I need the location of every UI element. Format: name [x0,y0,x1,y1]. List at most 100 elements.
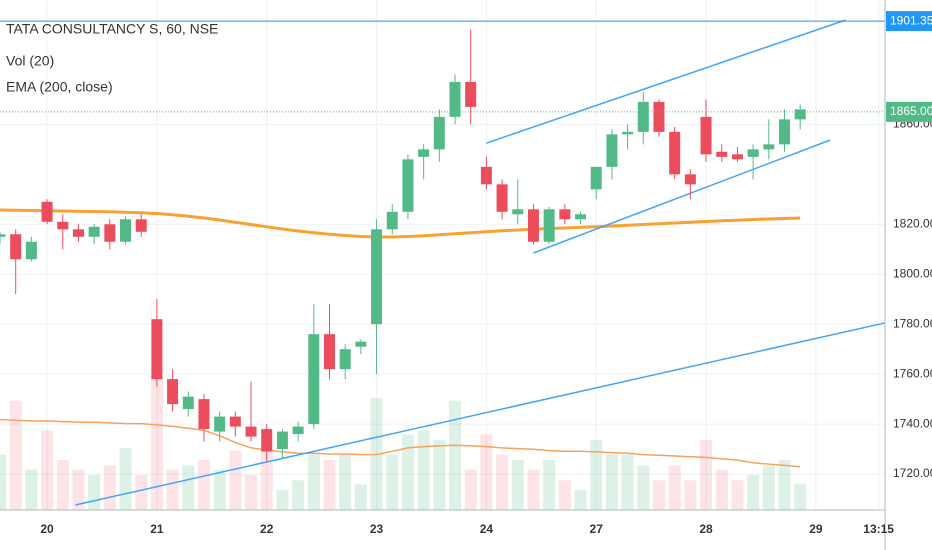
candle-body [527,209,539,242]
volume-bar [590,439,603,510]
candle-body [480,166,492,185]
volume-bar [386,454,399,510]
x-tick-label: 20 [40,522,54,536]
candle-body [120,219,132,242]
candle-body [371,229,383,325]
candle-body [292,426,304,435]
candle-body [433,116,445,150]
volume-bar [747,474,760,510]
volume-bar [778,460,791,510]
volume-bar [260,450,273,510]
volume-bar [9,400,22,510]
x-tick-label: 23 [370,522,384,536]
volume-bar [621,454,634,510]
volume-bar [558,480,571,510]
price-label: 1865.00 [890,104,932,118]
y-tick-label: 1720.00 [893,466,932,480]
indicator-label: Vol (20) [6,53,54,69]
candle-body [575,214,587,220]
candle-body [716,151,728,157]
volume-bar [762,465,775,510]
time-axis [0,510,885,550]
volume-bar [527,469,540,510]
volume-bar [574,489,587,510]
plot [0,19,932,506]
candle-body [57,221,69,230]
trend-line [75,322,886,506]
volume-bar [88,474,101,510]
volume-bar [464,469,477,510]
candle-body [449,81,461,117]
candle-body [465,81,477,107]
x-tick-label: 29 [809,522,823,536]
candle-body [167,379,179,405]
price-label: 1901.35 [890,13,932,27]
x-tick-label: 24 [480,522,494,536]
volume-bar [150,375,163,510]
volume-bar [496,454,509,510]
candle-body [88,226,100,237]
candle-body [418,149,430,157]
volume-bar [449,400,462,510]
candle-body [543,209,555,242]
candle-body [386,211,398,230]
volume-bar [605,454,618,510]
volume-bar [72,469,85,510]
volume-bar [668,465,681,510]
axis-labels: 1720.00 1740.00 1760.00 1780.00 1800.00 1820.… [40,11,932,536]
volume-bar [401,434,414,510]
candle-body [669,131,681,175]
volume-bar [637,465,650,510]
volume-bar [0,454,6,510]
candle-body [637,101,649,132]
volume-bar [417,430,430,510]
candle-body [653,101,665,132]
volume-ma-line [0,418,801,468]
price-label-box [886,11,932,32]
chart-title: TATA CONSULTANCY S, 60, NSE [6,21,218,37]
candle-body [339,349,351,370]
candle-body [151,319,163,380]
candle-body [229,416,241,427]
candle-body [276,431,288,450]
volume-bar [433,439,446,510]
candle-body [559,209,571,220]
candle-body [261,429,273,452]
volume-bar [700,439,713,510]
volume-bar [166,469,179,510]
candle-body [700,116,712,155]
volume-bar [103,465,116,510]
x-tick-label: 28 [699,522,713,536]
candle-body [72,229,84,237]
candle-body [41,201,53,222]
candle-body [245,426,257,437]
volume-bar [213,469,226,510]
candle-body [104,224,116,242]
volume-bar [229,450,242,510]
price-label-box [886,101,932,122]
volume-bar [56,460,69,510]
candle-body [182,396,194,410]
y-tick-label: 1820.00 [893,216,932,230]
candle-body [779,119,790,145]
x-tick-label: 27 [590,522,604,536]
candle-body [622,131,634,135]
y-tick-label: 1800.00 [893,266,932,280]
volume-pane [0,375,807,510]
volume-bar [25,469,38,510]
candle-body [747,149,759,157]
volume-bar [354,484,367,510]
candle-body [0,234,6,237]
candle-body [512,209,524,215]
volume-bar [292,480,305,510]
volume-bar [41,430,54,510]
y-tick-label: 1760.00 [893,366,932,380]
candle-body [590,166,602,190]
volume-bar [182,465,195,510]
volume-bar [543,460,556,510]
volume-bar [652,480,665,510]
candle-body [763,144,775,150]
volume-bar [135,474,148,510]
